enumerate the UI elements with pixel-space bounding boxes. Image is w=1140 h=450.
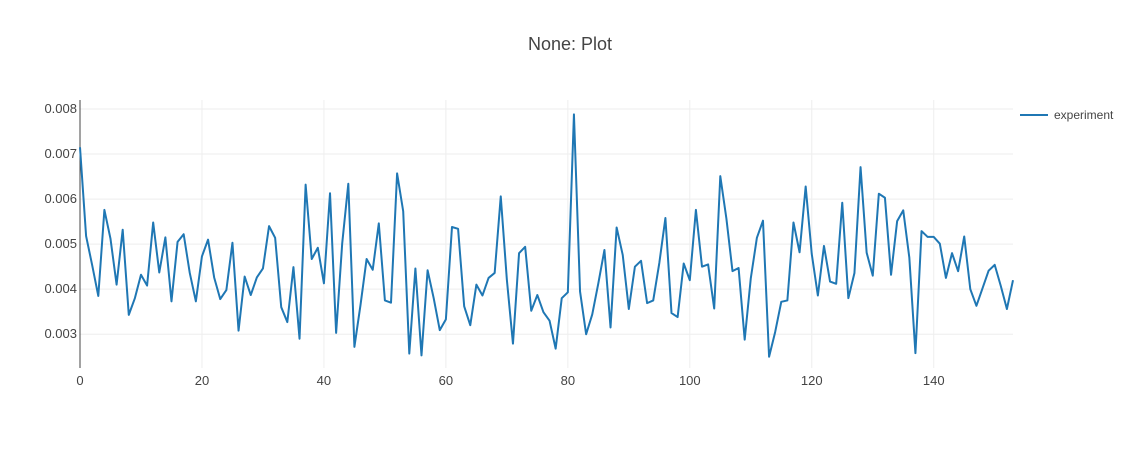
gridlines	[80, 100, 1013, 368]
x-tick-label: 100	[679, 373, 701, 388]
legend-item-experiment[interactable]: experiment	[1020, 108, 1114, 122]
y-tick-label: 0.006	[44, 191, 77, 206]
x-tick-label: 0	[76, 373, 83, 388]
x-tick-label: 120	[801, 373, 823, 388]
x-tick-label: 20	[195, 373, 209, 388]
legend[interactable]: experiment	[1020, 108, 1114, 122]
y-tick-label: 0.004	[44, 281, 77, 296]
y-tick-label: 0.005	[44, 236, 77, 251]
x-tick-label: 140	[923, 373, 945, 388]
series-lines	[79, 113, 1014, 358]
y-tick-label: 0.008	[44, 101, 77, 116]
y-tick-label: 0.003	[44, 326, 77, 341]
x-tick-label: 60	[439, 373, 453, 388]
tick-labels: 0 20 40 60 80 100 120 140 0.003 0.004 0.005 0.006 0.…	[44, 101, 944, 388]
y-tick-label: 0.007	[44, 146, 77, 161]
x-tick-label: 80	[561, 373, 575, 388]
legend-label: experiment	[1054, 108, 1114, 122]
x-tick-label: 40	[317, 373, 331, 388]
series-line-experiment[interactable]	[79, 113, 1014, 358]
chart-title: None: Plot	[528, 34, 612, 54]
